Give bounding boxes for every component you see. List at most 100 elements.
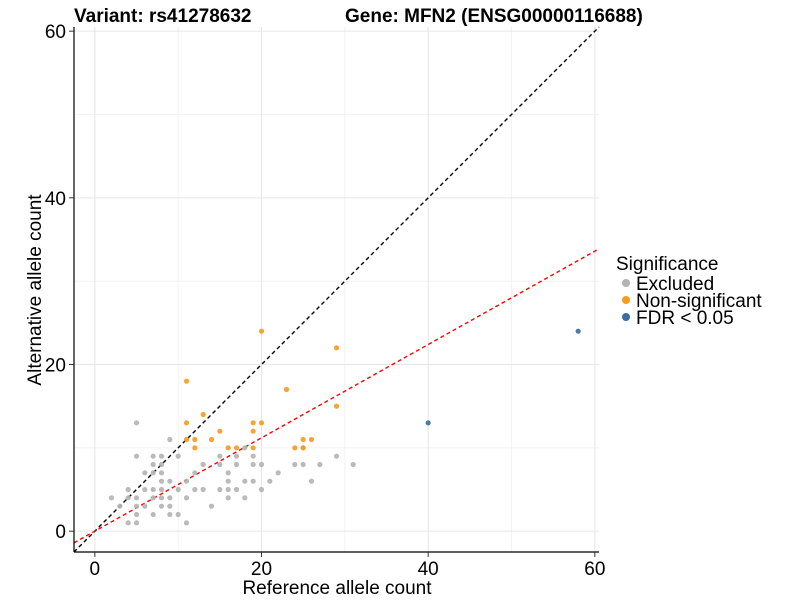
point-excluded	[192, 486, 198, 493]
point-excluded	[158, 478, 165, 484]
point-excluded	[233, 453, 240, 459]
point-excluded	[158, 453, 165, 459]
point-excluded	[225, 470, 231, 476]
point-excluded	[158, 461, 165, 468]
point-excluded	[242, 478, 248, 484]
point-excluded	[200, 461, 206, 468]
point-non-significant	[250, 420, 256, 426]
point-excluded	[225, 495, 231, 501]
point-excluded	[133, 495, 140, 501]
y-ticks: 0 20 40 60	[45, 22, 74, 543]
x-axis-label: Reference allele count	[242, 578, 432, 599]
point-non-significant	[200, 411, 206, 418]
point-excluded	[167, 478, 173, 484]
point-non-significant	[300, 445, 306, 451]
point-excluded	[258, 461, 265, 468]
point-non-significant	[250, 428, 256, 434]
point-excluded	[150, 511, 156, 518]
y-tick-label: 60	[45, 22, 66, 43]
axes	[73, 27, 599, 553]
point-excluded	[275, 470, 281, 476]
point-non-significant	[192, 436, 198, 443]
point-excluded	[242, 495, 248, 501]
y-tick-label: 40	[45, 189, 66, 210]
point-excluded	[150, 495, 156, 501]
y-axis-label: Alternative allele count	[25, 194, 46, 386]
point-excluded	[317, 461, 323, 468]
point-excluded	[183, 495, 190, 501]
point-excluded	[183, 520, 190, 526]
x-tick-label: 20	[251, 559, 272, 580]
legend-swatch-excluded	[622, 279, 630, 287]
point-excluded	[300, 461, 306, 468]
x-tick-label: 0	[90, 559, 101, 580]
point-non-significant	[333, 403, 340, 409]
point-excluded	[250, 461, 256, 468]
point-non-significant	[183, 436, 190, 443]
point-excluded	[133, 453, 140, 459]
point-excluded	[142, 503, 148, 509]
reference-line-fit	[73, 248, 600, 544]
point-excluded	[225, 478, 231, 484]
point-excluded	[133, 503, 140, 509]
y-tick-label: 20	[45, 356, 66, 377]
point-excluded	[117, 503, 123, 509]
point-non-significant	[208, 436, 215, 443]
point-excluded	[333, 453, 340, 459]
legend-label-non-significant: Non-significant	[636, 291, 762, 312]
point-excluded	[183, 478, 190, 484]
point-excluded	[125, 495, 131, 501]
point-excluded	[142, 470, 148, 476]
reference-lines	[73, 26, 600, 553]
point-excluded	[158, 495, 165, 501]
point-excluded	[158, 486, 165, 493]
point-excluded	[125, 520, 131, 526]
legend-label-fdr-0-05: FDR < 0.05	[636, 308, 734, 329]
point-excluded	[142, 486, 148, 493]
point-excluded	[192, 470, 198, 476]
point-non-significant	[233, 445, 240, 451]
legend-swatch-non-significant	[622, 296, 630, 304]
point-excluded	[267, 478, 273, 484]
point-excluded	[225, 486, 231, 493]
point-excluded	[242, 445, 248, 451]
point-excluded	[200, 486, 206, 493]
point-excluded	[217, 461, 223, 468]
point-non-significant	[183, 378, 190, 384]
x-tick-label: 60	[584, 559, 605, 580]
data-points	[108, 328, 581, 526]
point-non-significant	[192, 445, 198, 451]
point-excluded	[350, 461, 356, 468]
point-excluded	[150, 461, 156, 468]
point-excluded	[292, 461, 298, 468]
point-excluded	[167, 503, 173, 509]
point-excluded	[108, 495, 115, 501]
point-excluded	[150, 486, 156, 493]
point-non-significant	[283, 386, 290, 393]
legend-title: Significance	[616, 254, 718, 275]
x-ticks: 0 20 40 60	[90, 552, 605, 580]
point-excluded	[133, 420, 140, 426]
x-tick-label: 40	[418, 559, 439, 580]
point-non-significant	[292, 445, 298, 451]
point-excluded	[150, 470, 156, 476]
point-excluded	[125, 486, 131, 493]
point-excluded	[175, 511, 181, 518]
reference-line-identity	[73, 26, 600, 553]
point-excluded	[175, 453, 181, 459]
point-excluded	[175, 486, 181, 493]
legend: Significance ExcludedNon-significantFDR …	[616, 254, 762, 329]
point-excluded	[250, 478, 256, 484]
y-tick-label: 0	[55, 522, 66, 543]
point-excluded	[167, 495, 173, 501]
point-excluded	[150, 453, 156, 459]
point-non-significant	[183, 420, 190, 426]
point-excluded	[250, 453, 256, 459]
point-excluded	[208, 503, 215, 509]
point-excluded	[167, 511, 173, 518]
point-non-significant	[225, 445, 231, 451]
point-excluded	[308, 478, 315, 484]
point-excluded	[158, 503, 165, 509]
point-fdr-0-05	[575, 328, 581, 334]
